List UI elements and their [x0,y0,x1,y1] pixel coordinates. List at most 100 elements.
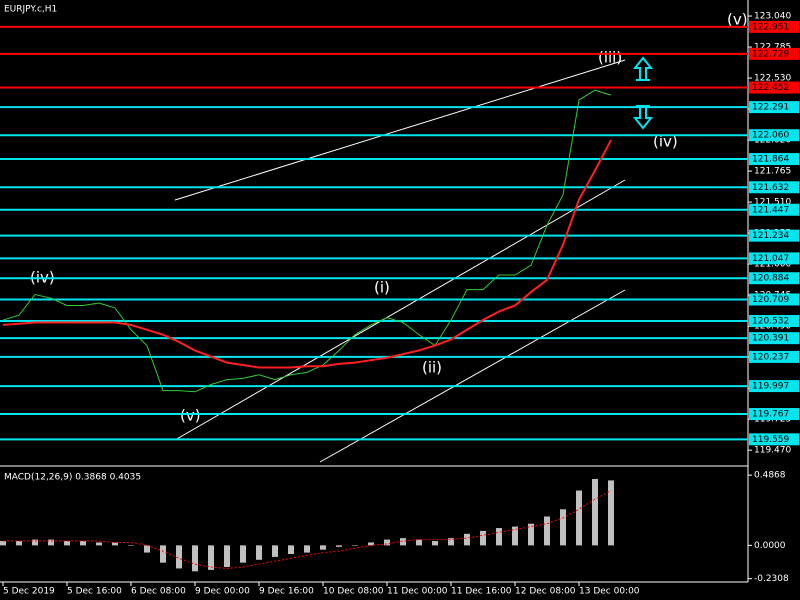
histogram-bar [400,538,406,546]
level-label-box [749,20,799,33]
wave-label: (iv) [653,133,678,151]
level-label: 121.864 [752,155,789,165]
histogram-bar [256,545,262,560]
level-label-box [749,47,799,60]
level-label: 121.447 [752,205,789,215]
histogram-bar [96,542,102,546]
down-arrow [632,105,654,130]
level-label: 120.532 [752,317,789,327]
level-label: 122.452 [752,83,789,93]
histogram-bar [192,545,198,572]
x-tick-label: 10 Dec 08:00 [323,587,384,597]
histogram-bar [528,523,534,546]
histogram-bar [352,545,358,546]
level-label-box [749,252,799,265]
y-tick-label: 121.000 [754,260,791,270]
y-tick-label: 122.530 [754,74,791,84]
histogram-bar [480,530,486,546]
level-label-box [749,332,799,345]
wave-label: (i) [374,279,390,297]
level-label: 122.729 [752,49,789,59]
y-tick-label: 121.765 [754,167,791,177]
y-tick-label: -0.2308 [754,574,789,584]
level-label: 119.997 [752,382,789,392]
histogram-bar [512,526,518,546]
histogram-bar [80,541,86,546]
level-label: 119.559 [752,435,789,445]
histogram-bar [0,541,6,546]
histogram-bar [496,528,502,546]
price-line [2,139,612,369]
panel-title: MACD(12,26,9) 0.3868 0.4035 [4,473,141,483]
level-label-box [749,408,799,421]
level-label: 122.060 [752,131,789,141]
histogram-bar [112,542,118,546]
histogram-bar [576,490,582,546]
level-label: 120.884 [752,274,789,284]
histogram-bar [336,545,342,547]
histogram-bar [304,545,310,553]
histogram-bar [448,538,454,546]
histogram-bar [272,545,278,557]
level-label-box [749,293,799,306]
level-label-box [749,101,799,114]
histogram-bar [368,542,374,546]
y-tick-label: 123.040 [754,12,791,22]
signal-line [3,490,612,569]
channel-line [174,59,626,201]
histogram-bar [176,545,182,569]
level-label: 120.391 [752,334,789,344]
level-label: 121.632 [752,183,789,193]
histogram-bar [384,539,390,546]
level-label: 121.047 [752,254,789,264]
level-label-box [749,315,799,328]
level-label: 119.767 [752,410,789,420]
x-tick-label: 5 Dec 2019 [3,587,55,597]
level-label-box [749,203,799,216]
histogram-bar [288,545,294,555]
histogram-bar [208,545,214,570]
y-tick-label: 0.4868 [754,471,786,481]
level-label: 120.237 [752,352,789,362]
wave-label: (iii) [598,49,622,67]
channel-line [174,179,626,441]
y-tick-label: 119.470 [754,446,791,456]
histogram-bar [224,545,230,568]
level-label-box [749,380,799,393]
level-label-box [749,129,799,142]
histogram-bar [560,509,566,546]
x-tick-label: 13 Dec 00:00 [579,587,640,597]
level-label-box [749,181,799,194]
histogram-bar [592,478,598,546]
wave-label: (v) [180,407,201,425]
x-tick-label: 12 Dec 08:00 [515,587,576,597]
histogram-bar [608,480,614,546]
histogram-bar [416,539,422,546]
price-line [2,89,612,393]
y-tick-label: 121.510 [754,198,791,208]
level-label-box [749,81,799,94]
chart-title: EURJPY.c,H1 [4,5,57,15]
x-tick-label: 9 Dec 00:00 [195,587,250,597]
histogram-bar [64,541,70,546]
level-label-box [749,433,799,446]
histogram-bar [32,539,38,546]
level-label: 121.234 [752,231,789,241]
x-tick-label: 9 Dec 16:00 [259,587,314,597]
wave-label: (ii) [422,359,442,377]
wave-label: (v) [727,11,748,29]
histogram-bar [320,545,326,550]
level-label: 122.951 [752,22,789,32]
up-arrow [632,56,654,81]
histogram-bar [128,545,134,546]
y-tick-label: 122.785 [754,43,791,53]
y-tick-label: 0.0000 [754,541,786,551]
level-label-box [749,272,799,285]
histogram-bar [160,545,166,563]
level-label-box [749,350,799,363]
level-label: 122.291 [752,103,789,113]
level-label: 120.709 [752,295,789,305]
histogram-bar [464,533,470,546]
level-label-box [749,153,799,166]
